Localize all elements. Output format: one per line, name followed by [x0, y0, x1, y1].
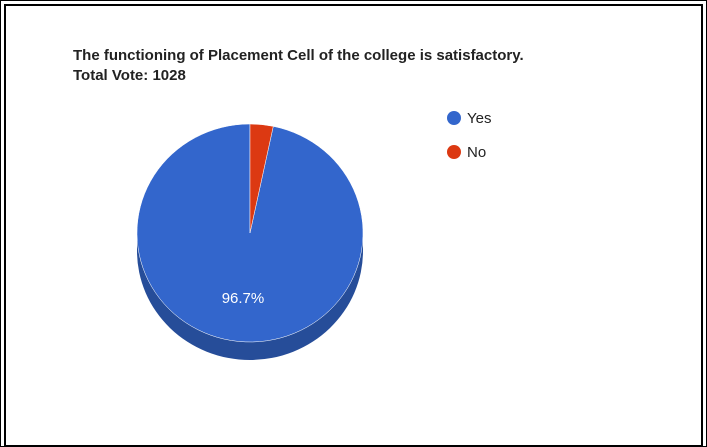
pie-side — [137, 233, 363, 360]
chart-container — [4, 4, 703, 447]
pie-slice-no[interactable] — [249, 123, 274, 234]
legend-swatch-no — [447, 145, 461, 159]
legend-swatch-yes — [447, 111, 461, 125]
chart-title: The functioning of Placement Cell of the… — [73, 47, 524, 64]
chart-subtitle: Total Vote: 1028 — [73, 67, 186, 84]
slice-label-yes: 96.7% — [222, 290, 265, 307]
legend-label-yes: Yes — [467, 110, 491, 127]
legend-label-no: No — [467, 144, 486, 161]
pie-side-yes — [137, 233, 363, 360]
